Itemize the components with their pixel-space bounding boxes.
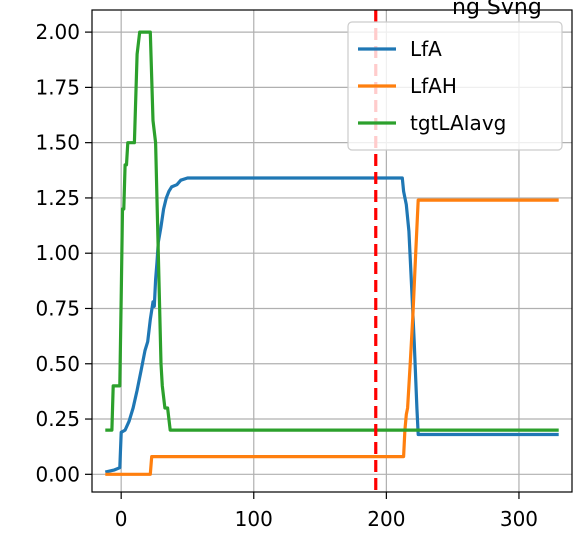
series-line-lfah: [105, 198, 559, 476]
legend: LfA LfAH tgtLAIavg: [347, 21, 563, 151]
y-tick-label: 0.50: [35, 352, 80, 376]
y-tick-label: 1.50: [35, 131, 80, 155]
y-tick-label: 1.25: [35, 186, 80, 210]
legend-box: [347, 21, 563, 151]
legend-label: LfAH: [410, 74, 457, 98]
series-line-lfa: [104, 176, 559, 474]
series-line-tgtlaiavg: [105, 30, 559, 432]
legend-label: LfA: [410, 37, 442, 61]
y-tick-label: 1.00: [35, 241, 80, 265]
series-lines: [104, 30, 559, 476]
y-tick-label: 0.00: [35, 462, 80, 486]
x-tick-label: 0: [115, 507, 128, 531]
x-tick-label: 200: [367, 507, 405, 531]
y-tick-label: 2.00: [35, 20, 80, 44]
y-tick-label: 0.75: [35, 296, 80, 320]
plot-frame: [91, 9, 573, 493]
axis-ticks: 0 100 200 300 0.00 0.25 0.50 0.75 1.00 1.25 1.50 1.…: [35, 20, 538, 531]
x-tick-label: 100: [235, 507, 273, 531]
y-tick-label: 1.75: [35, 75, 80, 99]
legend-label: tgtLAIavg: [410, 111, 506, 135]
x-tick-label: 300: [500, 507, 538, 531]
y-tick-label: 0.25: [35, 407, 80, 431]
